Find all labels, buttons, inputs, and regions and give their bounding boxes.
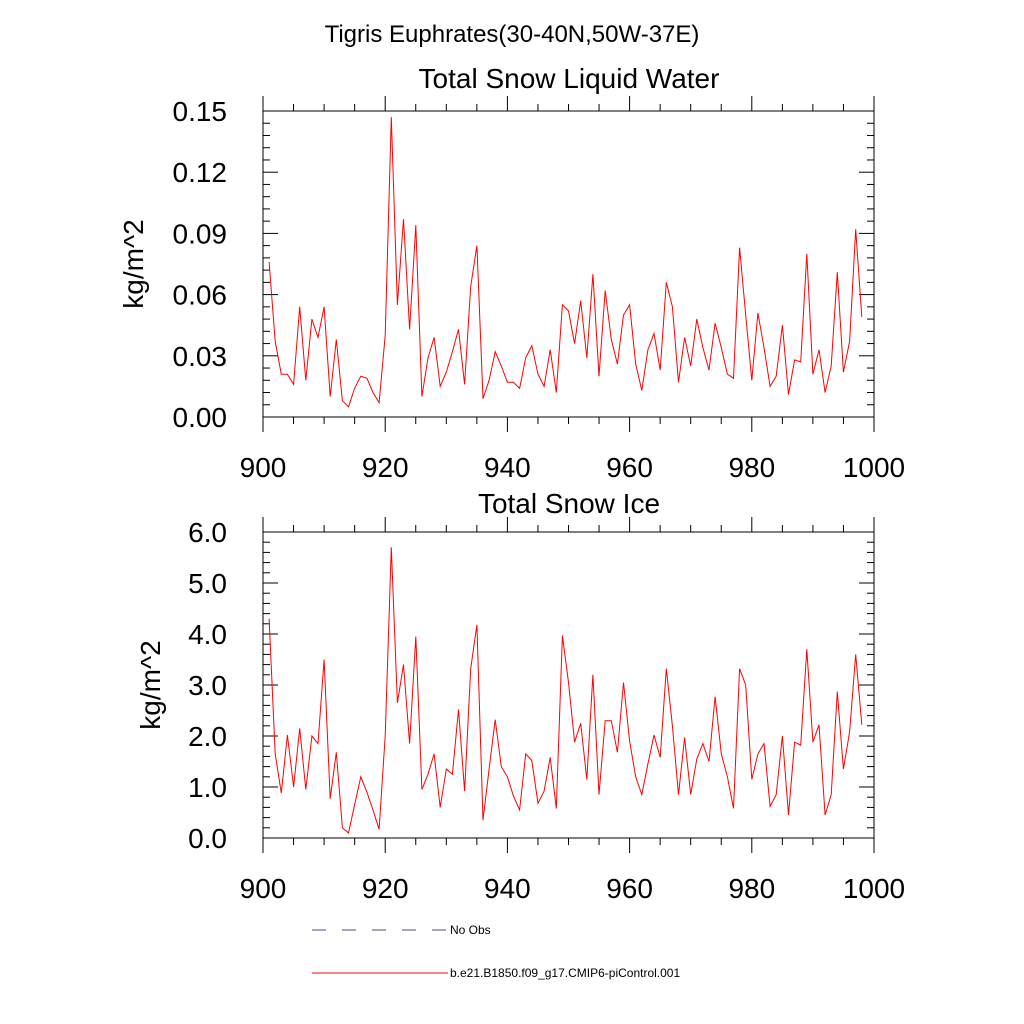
y-tick-label: 6.0 [188,517,227,548]
y-tick-label: 0.0 [188,823,227,854]
chart-title: Total Snow Liquid Water [419,63,720,94]
y-axis-label: kg/m^2 [135,640,166,729]
axis-ticks [262,517,875,853]
y-tick-label: 1.0 [188,772,227,803]
x-tick-label: 900 [240,452,287,483]
y-tick-label: 2.0 [188,721,227,752]
legend: No Obs b.e21.B1850.f09_g17.CMIP6-piContr… [312,923,680,980]
x-tick-label: 960 [606,873,653,904]
y-tick-label: 0.09 [173,218,228,249]
y-tick-label: 0.12 [173,157,228,188]
x-tick-label: 980 [728,452,775,483]
x-tick-label: 1000 [843,452,905,483]
y-tick-label: 3.0 [188,670,227,701]
y-tick-label: 0.15 [173,96,228,127]
y-tick-label: 4.0 [188,619,227,650]
series-line [268,547,863,834]
x-tick-label: 900 [240,873,287,904]
x-tick-label: 940 [484,873,531,904]
chart-title: Total Snow Ice [478,488,660,519]
legend-model-label: b.e21.B1850.f09_g17.CMIP6-piControl.001 [450,966,680,980]
plot-frame [262,110,875,418]
legend-obs-label: No Obs [450,923,491,937]
x-tick-label: 940 [484,452,531,483]
y-axis-label: kg/m^2 [118,219,149,308]
y-tick-label: 0.03 [173,341,228,372]
panel-snow-ice: Total Snow Ice kg/m^2 900 920 940 960 980 100… [135,488,905,904]
y-tick-label: 0.06 [173,280,228,311]
y-tick-label: 0.00 [173,402,228,433]
panel-snow-liquid-water: Total Snow Liquid Water kg/m^2 900 920 940… [118,63,905,483]
x-tick-label: 960 [606,452,653,483]
x-tick-label: 920 [362,873,409,904]
y-tick-label: 5.0 [188,568,227,599]
series-line [268,117,863,408]
x-tick-label: 1000 [843,873,905,904]
page-title: Tigris Euphrates(30-40N,50W-37E) [325,21,700,48]
axis-ticks [262,96,875,432]
x-tick-label: 920 [362,452,409,483]
x-tick-label: 980 [728,873,775,904]
